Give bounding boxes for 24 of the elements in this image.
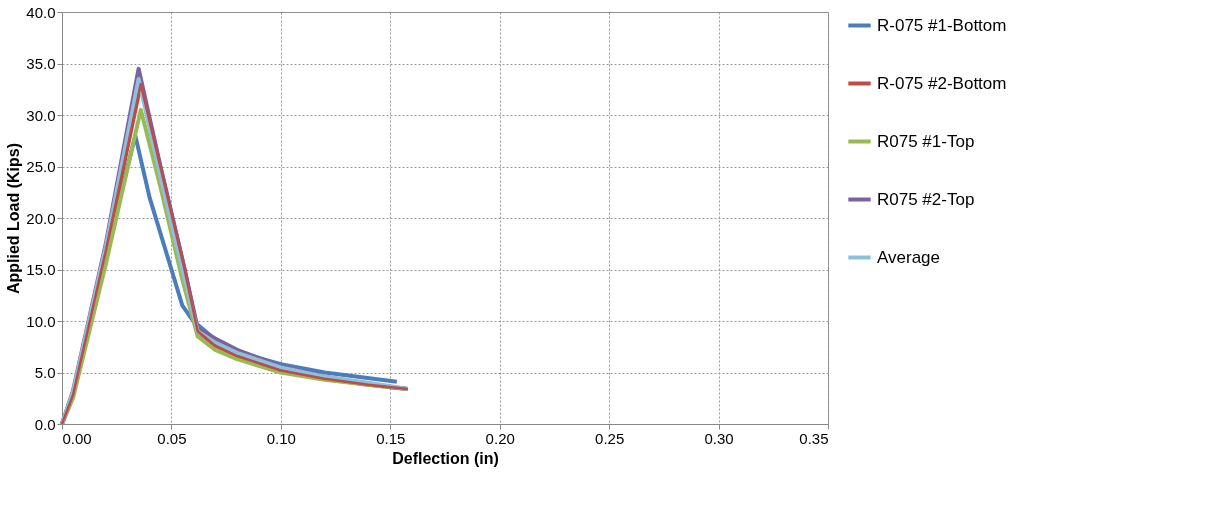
x-axis-title: Deflection (in) [392,449,499,467]
y-tick-label: 0.0 [34,415,56,433]
y-tick-label: 30.0 [26,106,56,124]
y-tick-label: 25.0 [26,158,56,175]
x-tick-label: 0.00 [62,429,92,447]
legend-label: R075 #2-Top [877,189,975,209]
y-tick-label: 35.0 [26,55,56,72]
legend-label: Average [877,247,941,267]
x-tick-label: 0.15 [376,429,406,447]
x-tick-label: 0.05 [157,429,187,447]
legend-label: R-075 #1-Bottom [877,15,1007,35]
y-tick-label: 20.0 [26,209,56,227]
y-tick-label: 10.0 [26,312,56,330]
legend-label: R-075 #2-Bottom [877,73,1007,93]
legend-label: R075 #1-Top [877,131,975,151]
x-tick-label: 0.30 [704,429,734,447]
y-axis-title: Applied Load (Kips) [5,142,23,295]
y-tick-label: 40.0 [26,3,56,21]
y-tick-label: 15.0 [26,261,56,278]
x-tick-label: 0.20 [485,429,515,447]
x-tick-label: 0.25 [595,429,625,447]
x-tick-label: 0.35 [799,429,829,447]
x-tick-label: 0.10 [266,429,296,447]
y-tick-label: 5.0 [34,364,56,381]
